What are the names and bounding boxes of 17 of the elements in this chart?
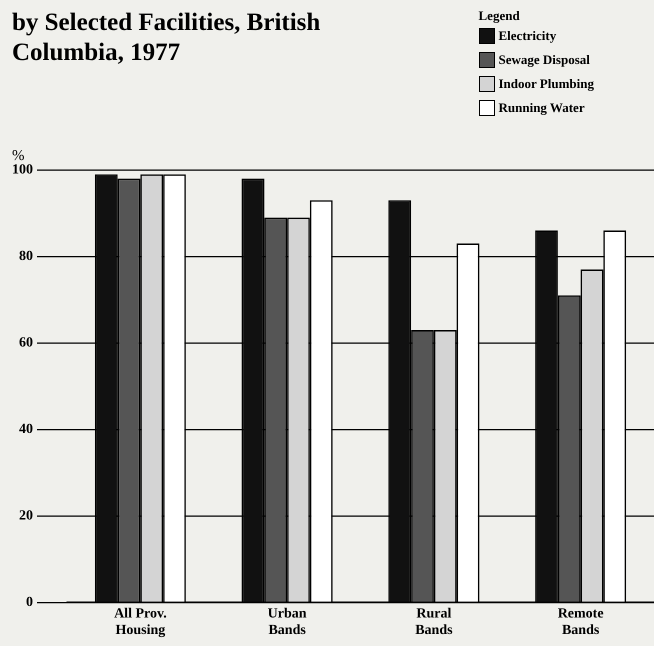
x-tick-label: Urban Bands <box>268 606 307 638</box>
y-tick-label: 0 <box>26 595 33 610</box>
legend-label: Sewage Disposal <box>498 52 590 68</box>
y-tick-label: 80 <box>19 249 33 264</box>
y-axis-title: % <box>12 148 24 164</box>
y-tick-label: 60 <box>19 336 33 351</box>
y-tick-label: 20 <box>19 508 33 524</box>
legend-label: Indoor Plumbing <box>498 76 594 92</box>
legend-label: Electricity <box>498 28 556 44</box>
chart-title: by Selected Facilities, British Columbia, 1977 <box>12 8 322 68</box>
legend-label: Running Water <box>498 100 585 116</box>
x-tick-label: Remote Bands <box>558 606 604 638</box>
x-tick-label: All Prov. Housing <box>114 606 167 638</box>
y-tick-label: 40 <box>19 422 33 438</box>
x-tick-label: Rural Bands <box>415 606 454 638</box>
legend-title: Legend <box>478 8 521 24</box>
y-tick-label: 100 <box>12 162 33 178</box>
